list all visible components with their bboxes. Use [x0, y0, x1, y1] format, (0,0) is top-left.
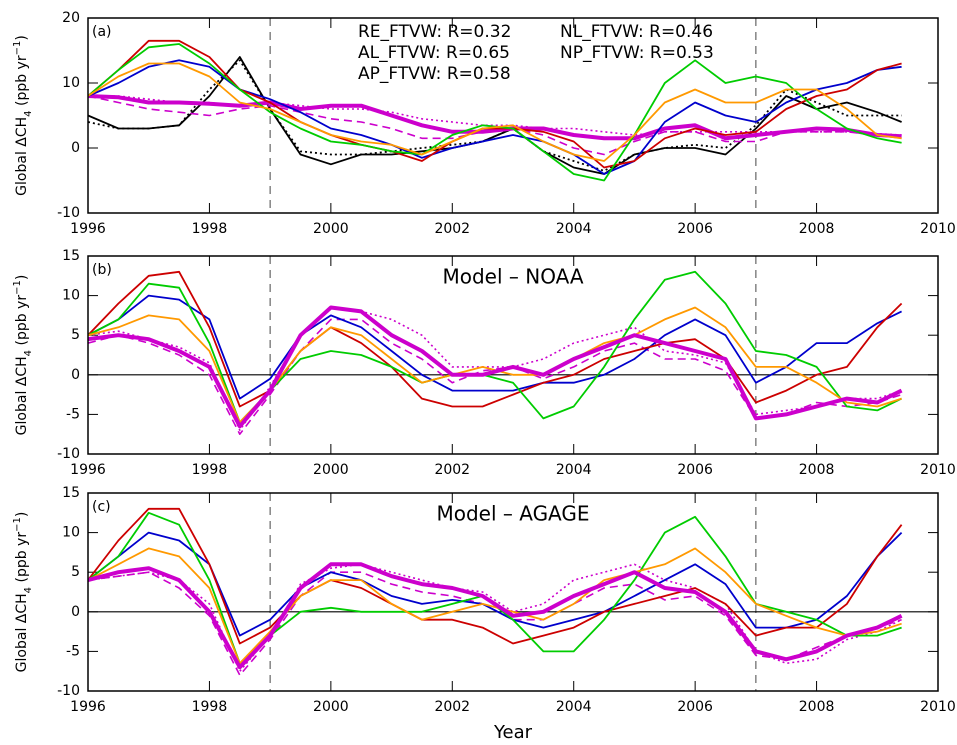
series-line	[88, 507, 903, 645]
legend-entry: AL_FTVW: R=0.65	[358, 43, 510, 63]
x-tick-label: 1998	[192, 221, 228, 237]
x-tick-label: 2004	[556, 699, 592, 715]
x-tick-label: 2008	[799, 462, 835, 478]
plot-frame	[87, 492, 939, 692]
legend-entry: AP_FTVW: R=0.58	[358, 64, 511, 84]
y-tick-label: -5	[66, 643, 80, 659]
plot-frame	[87, 255, 939, 455]
x-tick-label: 2006	[677, 699, 713, 715]
legend-entry: NP_FTVW: R=0.53	[560, 43, 714, 63]
panel: -10 0 10 20 1996 1998 2000 2002 2004 2006 2008 2010…	[12, 10, 956, 237]
y-axis-label-part: Global ΔCH	[14, 593, 30, 672]
legend-entry: NL_FTVW: R=0.46	[560, 22, 713, 42]
y-axis-label-part: −1	[12, 517, 23, 532]
y-axis-label-part: Global ΔCH	[14, 117, 30, 196]
x-tick-label: 2000	[313, 699, 349, 715]
y-tick-label: 5	[71, 327, 80, 343]
series-line	[88, 306, 902, 424]
y-axis-label-part: −1	[12, 280, 23, 295]
x-tick-label: 2010	[920, 462, 956, 478]
series-line	[88, 531, 903, 637]
y-tick-label: 15	[62, 485, 80, 501]
y-tick-label: 10	[62, 75, 80, 91]
y-axis-label-part: −1	[12, 41, 23, 56]
x-tick-label: 1998	[192, 699, 228, 715]
y-axis-label-part: (ppb yr	[14, 55, 30, 110]
y-tick-label: 0	[71, 604, 80, 620]
x-tick-label: 1996	[70, 462, 106, 478]
panel: -10 -5 0 5 10 15 1996 1998 2000 2002 2004 2006 2008 2…	[12, 248, 956, 478]
y-tick-label: 20	[62, 10, 80, 26]
panel-label: (a)	[92, 24, 112, 40]
x-tick-label: 2002	[434, 221, 470, 237]
x-tick-label: 2004	[556, 462, 592, 478]
y-tick-label: -10	[57, 683, 80, 699]
y-axis-label-part: 4	[23, 350, 34, 356]
series-line	[88, 59, 902, 172]
y-tick-label: -10	[57, 446, 80, 462]
series-line	[88, 62, 902, 162]
y-axis-label-part: )	[14, 35, 30, 40]
series-line	[88, 270, 903, 408]
y-axis-label: Global ΔCH4 (ppb yr−1)	[12, 35, 34, 196]
x-tick-label: 2000	[313, 462, 349, 478]
y-axis-label-part: Global ΔCH	[14, 356, 30, 435]
x-axis-label: Year	[493, 722, 533, 743]
lines	[88, 270, 903, 435]
x-tick-label: 2010	[920, 221, 956, 237]
x-tick-label: 2008	[799, 699, 835, 715]
y-axis-label: Global ΔCH4 (ppb yr−1)	[12, 512, 34, 673]
x-tick-label: 2004	[556, 221, 592, 237]
lines	[88, 507, 903, 676]
y-axis-label-part: )	[14, 275, 30, 280]
series-line	[88, 94, 902, 141]
series-line	[88, 306, 902, 431]
x-tick-label: 1998	[192, 462, 228, 478]
y-tick-label: 10	[62, 525, 80, 541]
legend-entry: RE_FTVW: R=0.32	[358, 22, 511, 42]
series-line	[88, 562, 903, 670]
panel-label: (b)	[92, 262, 112, 278]
series-line	[88, 571, 902, 676]
y-tick-label: -10	[57, 205, 80, 221]
x-tick-label: 2002	[434, 699, 470, 715]
y-tick-label: 15	[62, 248, 80, 264]
y-axis-label-part: )	[14, 512, 30, 517]
panel-title: Model – AGAGE	[436, 502, 589, 526]
y-tick-label: 0	[71, 367, 80, 383]
y-tick-label: 5	[71, 564, 80, 580]
plot-frame	[87, 17, 939, 214]
x-tick-label: 2000	[313, 221, 349, 237]
y-tick-label: 0	[71, 140, 80, 156]
x-tick-label: 2006	[677, 462, 713, 478]
lines	[88, 39, 902, 182]
panel: -10 -5 0 5 10 15 1996 1998 2000 2002 2004 2006 2008 2…	[12, 485, 956, 743]
x-tick-label: 1996	[70, 699, 106, 715]
x-tick-label: 2010	[920, 699, 956, 715]
series-line	[88, 294, 902, 400]
x-tick-label: 2006	[677, 221, 713, 237]
series-line	[88, 305, 903, 429]
y-axis-label-part: 4	[23, 110, 34, 116]
x-tick-label: 2008	[799, 221, 835, 237]
y-tick-label: 10	[62, 288, 80, 304]
series-line	[88, 59, 902, 175]
series-line	[88, 39, 902, 169]
y-axis-label-part: 4	[23, 587, 34, 593]
y-axis-label-part: (ppb yr	[14, 295, 30, 350]
x-tick-label: 2002	[434, 462, 470, 478]
panel-title: Model – NOAA	[442, 265, 583, 289]
y-axis-label-part: (ppb yr	[14, 532, 30, 587]
panel-label: (c)	[92, 499, 111, 515]
y-tick-label: -5	[66, 406, 80, 422]
x-tick-label: 1996	[70, 221, 106, 237]
y-axis-label: Global ΔCH4 (ppb yr−1)	[12, 275, 34, 436]
series-line	[88, 270, 902, 424]
